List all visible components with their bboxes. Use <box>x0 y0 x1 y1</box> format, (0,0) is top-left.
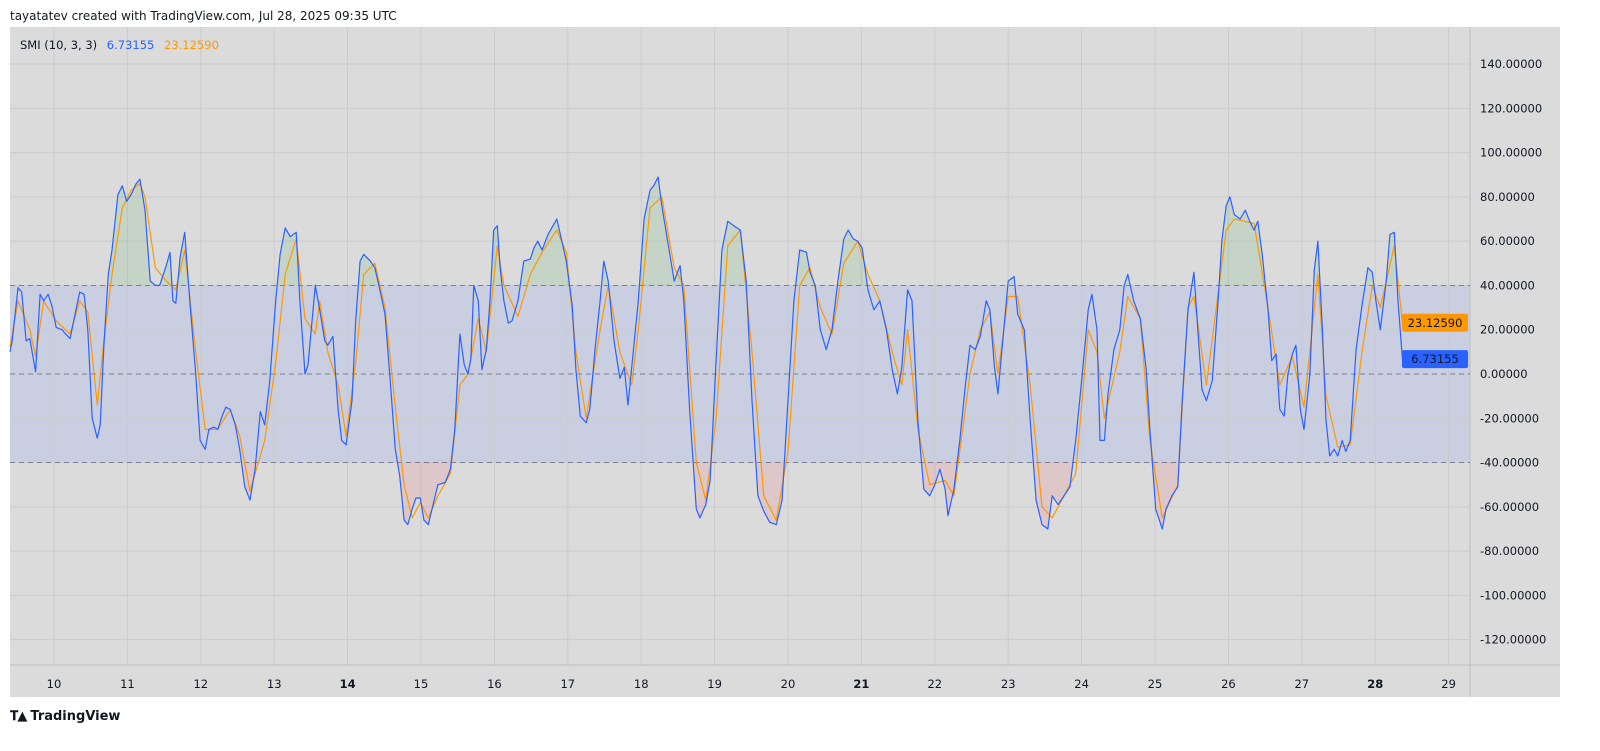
x-tick-label: 17 <box>560 677 575 691</box>
signal-value: 23.12590 <box>164 38 219 52</box>
attribution-text: tayatatev created with TradingView.com, … <box>10 9 397 23</box>
x-tick-label: 12 <box>193 677 208 691</box>
x-tick-label: 29 <box>1441 677 1456 691</box>
last-value-badge-signal <box>1402 313 1468 332</box>
x-tick-label: 26 <box>1221 677 1236 691</box>
y-tick-label: 100.00000 <box>1480 146 1542 160</box>
last-value-badge-smi <box>1402 350 1468 369</box>
y-tick-label: -80.00000 <box>1480 544 1539 558</box>
series-line-signal <box>9 183 1403 521</box>
x-tick-label: 24 <box>1074 677 1089 691</box>
y-tick-label: 60.00000 <box>1480 234 1535 248</box>
x-tick-label: 25 <box>1148 677 1163 691</box>
x-tick-label: 22 <box>927 677 942 691</box>
x-tick-label: 20 <box>781 677 796 691</box>
x-tick-label: 27 <box>1294 677 1309 691</box>
x-tick-label: 19 <box>707 677 722 691</box>
x-tick-label: 10 <box>47 677 62 691</box>
tradingview-logo-icon: 𝐓▲ <box>10 709 27 724</box>
y-tick-label: -40.00000 <box>1480 456 1539 470</box>
indicator-legend[interactable]: SMI (10, 3, 3) 6.73155 23.12590 <box>20 38 225 52</box>
tradingview-footer[interactable]: 𝐓▲ TradingView <box>10 709 120 724</box>
x-tick-label: 11 <box>120 677 135 691</box>
indicator-name: SMI (10, 3, 3) <box>20 38 98 52</box>
last-value-label-signal: 23.12590 <box>1408 316 1463 330</box>
series-line-smi <box>9 176 1403 530</box>
y-tick-label: 140.00000 <box>1480 57 1542 71</box>
y-tick-label: 20.00000 <box>1480 323 1535 337</box>
x-tick-label: 28 <box>1367 677 1383 691</box>
x-tick-label: 23 <box>1001 677 1016 691</box>
y-tick-label: -120.00000 <box>1480 633 1546 647</box>
x-tick-label: 16 <box>487 677 502 691</box>
x-tick-label: 13 <box>267 677 282 691</box>
y-tick-label: 0.00000 <box>1480 367 1528 381</box>
y-tick-label: -100.00000 <box>1480 588 1546 602</box>
y-tick-label: 120.00000 <box>1480 101 1542 115</box>
x-tick-label: 21 <box>853 677 869 691</box>
smi-value: 6.73155 <box>106 38 155 52</box>
x-tick-label: 15 <box>414 677 429 691</box>
y-tick-label: 80.00000 <box>1480 190 1535 204</box>
y-tick-label: -60.00000 <box>1480 500 1539 514</box>
y-tick-label: -20.00000 <box>1480 411 1539 425</box>
x-tick-label: 18 <box>634 677 649 691</box>
y-tick-label: 40.00000 <box>1480 278 1535 292</box>
last-value-label-smi: 6.73155 <box>1411 352 1459 366</box>
brand-name: TradingView <box>30 709 121 724</box>
x-tick-label: 14 <box>340 677 356 691</box>
